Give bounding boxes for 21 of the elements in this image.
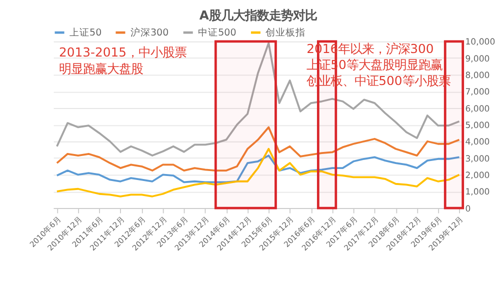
y-tick-label: 3,000	[465, 154, 490, 164]
chart-title: A股几大指数走势对比	[199, 8, 317, 22]
y-tick-label: 5,000	[465, 121, 490, 132]
legend-label: 上证50	[70, 26, 102, 38]
line-series	[56, 126, 460, 172]
legend-label: 中证500	[198, 26, 236, 38]
y-tick-label: 8,000	[465, 71, 490, 82]
y-tick-label: 2,000	[465, 171, 490, 182]
line-series	[56, 154, 460, 184]
y-tick-label: 1,000	[465, 188, 490, 198]
y-tick-label: 0	[465, 204, 471, 214]
line-series	[56, 42, 460, 157]
legend-label: 创业板指	[266, 26, 306, 38]
line-series	[56, 148, 460, 198]
y-tick-label: 6,000	[465, 104, 490, 114]
y-tick-label: 10,000	[465, 38, 496, 48]
y-tick-label: 7,000	[465, 88, 490, 98]
legend-label: 沪深300	[130, 26, 169, 38]
annotation: 2013-2015，中小股票明显跑赢大盘股	[59, 46, 186, 76]
y-tick-label: 4,000	[465, 138, 490, 148]
y-tick-label: 9,000	[465, 54, 490, 64]
